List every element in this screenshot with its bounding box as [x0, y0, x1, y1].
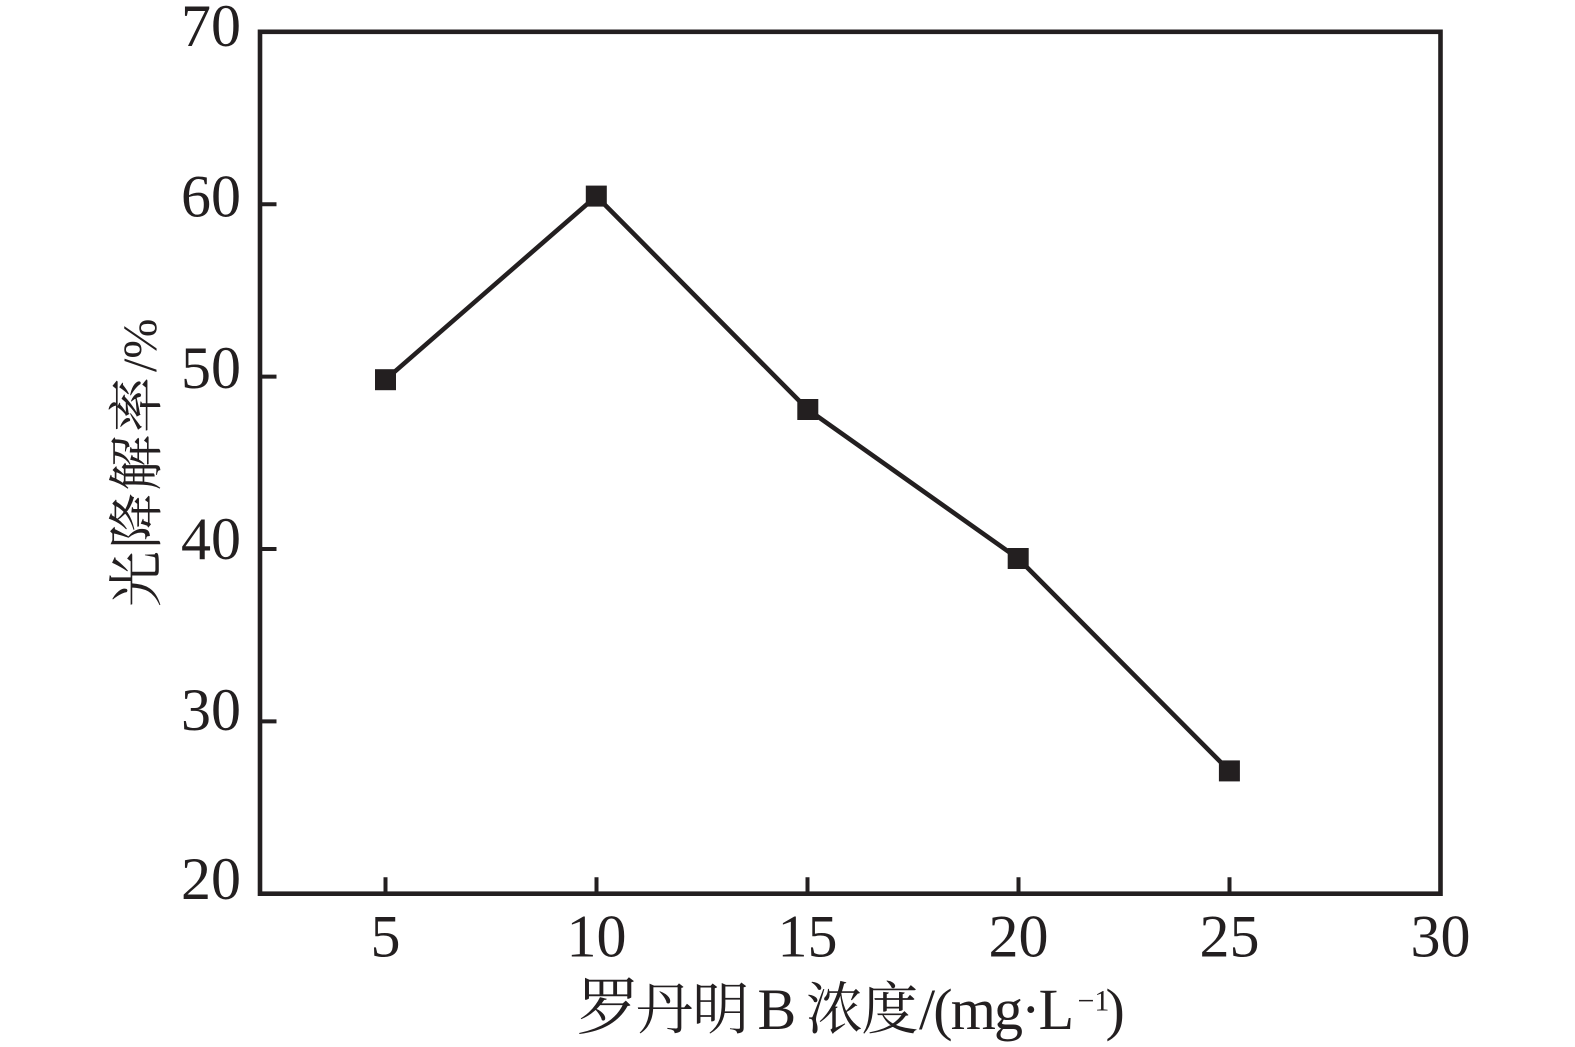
svg-text:): )	[1106, 977, 1125, 1042]
svg-text:10: 10	[567, 904, 627, 970]
svg-text:40: 40	[181, 506, 241, 572]
svg-text:5: 5	[371, 904, 401, 970]
svg-text:30: 30	[1411, 904, 1471, 970]
svg-text:60: 60	[181, 163, 241, 229]
svg-text:30: 30	[181, 677, 241, 743]
svg-text:15: 15	[778, 904, 838, 970]
svg-text:20: 20	[989, 904, 1049, 970]
svg-text:/(mg·L: /(mg·L	[919, 977, 1074, 1042]
svg-text:B: B	[758, 977, 797, 1042]
svg-text:70: 70	[181, 0, 241, 59]
svg-text:20: 20	[181, 846, 241, 912]
svg-text:50: 50	[181, 335, 241, 401]
svg-text:25: 25	[1200, 904, 1260, 970]
svg-text:/%: /%	[114, 319, 167, 372]
svg-text:−1: −1	[1078, 985, 1110, 1018]
